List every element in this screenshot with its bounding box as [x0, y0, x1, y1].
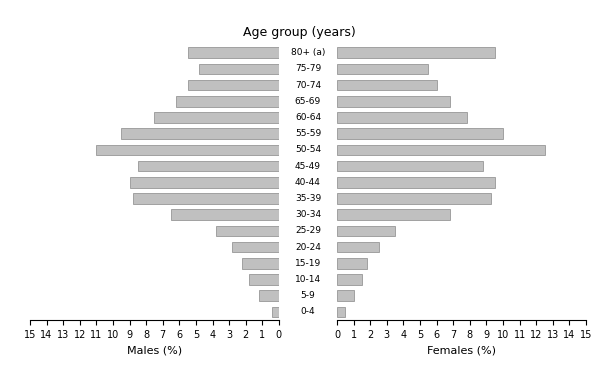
Bar	[138, 161, 279, 171]
Text: 60-64: 60-64	[295, 113, 321, 122]
Text: 50-54: 50-54	[295, 145, 321, 154]
Bar	[337, 177, 495, 187]
Text: 20-24: 20-24	[295, 243, 321, 251]
Bar	[337, 291, 353, 301]
Bar	[337, 80, 437, 90]
Bar	[130, 177, 279, 187]
Bar	[337, 145, 545, 155]
Text: 10-14: 10-14	[295, 275, 321, 284]
Bar	[121, 128, 279, 139]
Bar	[337, 96, 450, 106]
Bar	[337, 161, 483, 171]
Bar	[337, 307, 345, 317]
Text: 5-9: 5-9	[301, 291, 315, 300]
Bar	[337, 209, 450, 220]
Bar	[337, 193, 492, 204]
X-axis label: Males (%): Males (%)	[127, 345, 182, 355]
Text: 45-49: 45-49	[295, 161, 321, 171]
Bar	[259, 291, 279, 301]
Bar	[249, 274, 279, 285]
Bar	[337, 48, 495, 58]
Bar	[199, 64, 279, 74]
Text: 80+ (a): 80+ (a)	[291, 48, 325, 57]
Bar	[337, 128, 503, 139]
Bar	[96, 145, 279, 155]
Text: Age group (years): Age group (years)	[243, 26, 355, 39]
Bar	[176, 96, 279, 106]
Text: 55-59: 55-59	[295, 129, 321, 138]
Bar	[171, 209, 279, 220]
Bar	[216, 225, 279, 236]
Bar	[337, 242, 379, 252]
Bar	[272, 307, 279, 317]
Bar	[242, 258, 279, 269]
X-axis label: Females (%): Females (%)	[427, 345, 496, 355]
Text: 0-4: 0-4	[301, 307, 315, 316]
Text: 65-69: 65-69	[295, 97, 321, 106]
Text: 70-74: 70-74	[295, 81, 321, 90]
Bar	[337, 274, 362, 285]
Bar	[337, 225, 395, 236]
Bar	[337, 258, 367, 269]
Text: 40-44: 40-44	[295, 178, 321, 187]
Bar	[133, 193, 279, 204]
Text: 25-29: 25-29	[295, 226, 321, 235]
Text: 75-79: 75-79	[295, 64, 321, 73]
Bar	[233, 242, 279, 252]
Bar	[154, 112, 279, 123]
Bar	[337, 112, 466, 123]
Text: 15-19: 15-19	[295, 259, 321, 268]
Bar	[188, 80, 279, 90]
Bar	[337, 64, 428, 74]
Bar	[188, 48, 279, 58]
Text: 30-34: 30-34	[295, 210, 321, 219]
Text: 35-39: 35-39	[295, 194, 321, 203]
